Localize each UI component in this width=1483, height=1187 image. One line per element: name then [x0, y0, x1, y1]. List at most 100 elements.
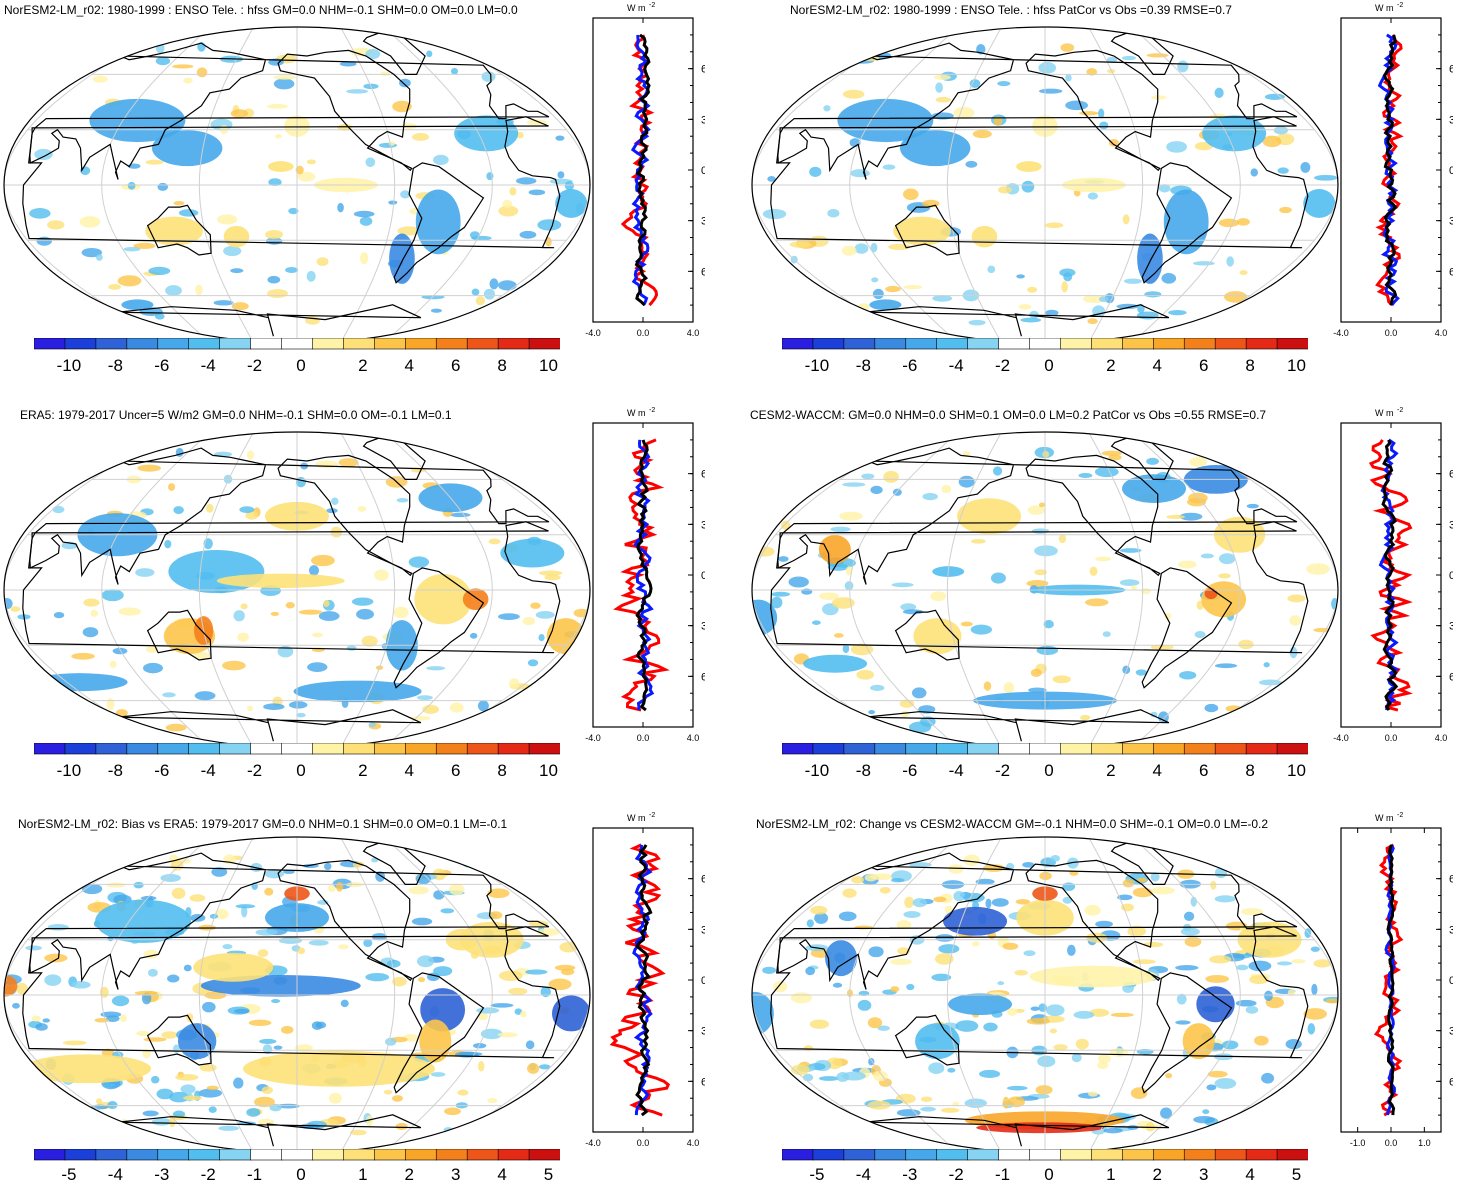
field-patch — [137, 464, 161, 472]
field-patch — [1073, 1010, 1095, 1019]
field-patch — [1246, 503, 1259, 509]
field-patch — [395, 1122, 408, 1131]
field-patch — [1102, 631, 1111, 638]
field-patch — [136, 1030, 150, 1037]
colorbar-swatch — [1122, 1149, 1155, 1161]
field-patch — [277, 645, 294, 658]
zonal-lat-label: 60N — [701, 874, 705, 886]
field-patch — [985, 898, 992, 909]
field-patch — [508, 678, 520, 690]
colorbar-label: 10 — [539, 761, 558, 780]
field-patch — [1132, 959, 1156, 965]
field-patch — [81, 247, 103, 258]
field-patch — [253, 1096, 275, 1108]
field-patch — [1053, 1044, 1068, 1051]
field-patch — [162, 692, 176, 698]
field-patch — [538, 1064, 551, 1070]
coastline-antarctica — [864, 1114, 1170, 1147]
zonal-unit-label: W m — [627, 3, 646, 13]
colorbar-swatch — [1152, 743, 1186, 755]
field-patch — [896, 920, 912, 930]
colorbar-label: -10 — [56, 761, 82, 780]
field-patch — [31, 673, 128, 692]
coastline-namerica — [1025, 859, 1161, 982]
colorbar-label: -2 — [995, 761, 1011, 780]
colorbar-swatch — [1183, 1149, 1216, 1161]
field-patch — [433, 966, 453, 977]
coastline-australia — [146, 204, 212, 256]
field-patch — [173, 201, 185, 206]
colorbar-swatch — [404, 338, 438, 350]
zonal-lat-label: 60S — [701, 266, 705, 278]
field-patch — [297, 171, 316, 182]
colorbar-label: 2 — [358, 761, 368, 780]
field-patch — [870, 684, 885, 691]
field-patch — [1250, 168, 1258, 177]
field-patch — [471, 235, 492, 241]
field-patch — [935, 953, 954, 965]
colorbar-swatch — [374, 338, 407, 350]
zonal-line-black — [1383, 34, 1398, 306]
longitude-line — [946, 432, 1007, 748]
field-patch — [133, 881, 144, 889]
field-patch — [842, 482, 866, 487]
zonal-mean-plot: W m-2 60N 30N 0 30S 60S -4.0 0.0 4.0 — [585, 812, 705, 1148]
field-patch — [257, 949, 269, 958]
world-map — [3, 26, 591, 344]
field-patch — [36, 236, 52, 246]
field-patch — [803, 1045, 814, 1052]
colorbar-swatch — [967, 743, 1000, 755]
coastline-africa — [770, 521, 1309, 654]
colorbar-label: 4 — [1152, 356, 1163, 375]
field-patch — [231, 302, 249, 311]
graticule — [4, 432, 590, 748]
field-patch — [47, 220, 65, 230]
field-patch — [273, 74, 296, 80]
zonal-x-label: 0.0 — [1385, 733, 1398, 743]
field-patch — [1098, 296, 1109, 303]
field-patch — [145, 159, 164, 165]
field-patch — [791, 1064, 810, 1076]
field-patch — [273, 78, 295, 90]
longitude-line — [101, 27, 220, 343]
field-patch — [1095, 920, 1113, 928]
colorbar — [34, 1149, 560, 1161]
field-patch — [1175, 1020, 1191, 1025]
field-patch — [1143, 941, 1164, 948]
field-patch — [839, 511, 863, 521]
field-patch — [781, 520, 791, 531]
field-patch — [1179, 512, 1203, 521]
colorbar-label: 4 — [1245, 1165, 1255, 1184]
field-patch — [1063, 272, 1073, 282]
coastline-eurasia — [777, 447, 1298, 585]
longitude-line — [752, 432, 929, 748]
colorbar-swatch — [1245, 338, 1278, 350]
longitude-line — [1161, 432, 1338, 748]
field-patch — [1037, 1055, 1056, 1068]
field-patch — [449, 702, 464, 713]
colorbar-swatch — [1091, 743, 1124, 755]
field-patch — [315, 460, 339, 469]
zonal-x-label: 4.0 — [687, 328, 700, 338]
field-patch — [418, 977, 426, 983]
coastline-antarctica — [116, 1114, 422, 1147]
field-patch — [267, 289, 288, 298]
field-patch — [1160, 1107, 1173, 1119]
field-patch — [148, 266, 171, 276]
field-patch — [1200, 553, 1214, 559]
field-patch — [527, 1063, 540, 1074]
field-patch — [81, 883, 103, 895]
field-patch — [879, 887, 891, 894]
field-patch — [246, 450, 255, 460]
zonal-lat-label: 0 — [701, 165, 705, 177]
field-patch — [241, 905, 248, 918]
field-patch — [1210, 880, 1217, 890]
field-patch — [186, 1013, 194, 1022]
field-patch — [1158, 711, 1169, 724]
coastline-samerica — [1141, 972, 1233, 1094]
longitude-line — [752, 837, 929, 1153]
field-patch — [385, 1037, 397, 1046]
field-patch — [1060, 43, 1075, 52]
field-patch — [790, 992, 813, 1004]
colorbar-swatch — [34, 338, 66, 350]
